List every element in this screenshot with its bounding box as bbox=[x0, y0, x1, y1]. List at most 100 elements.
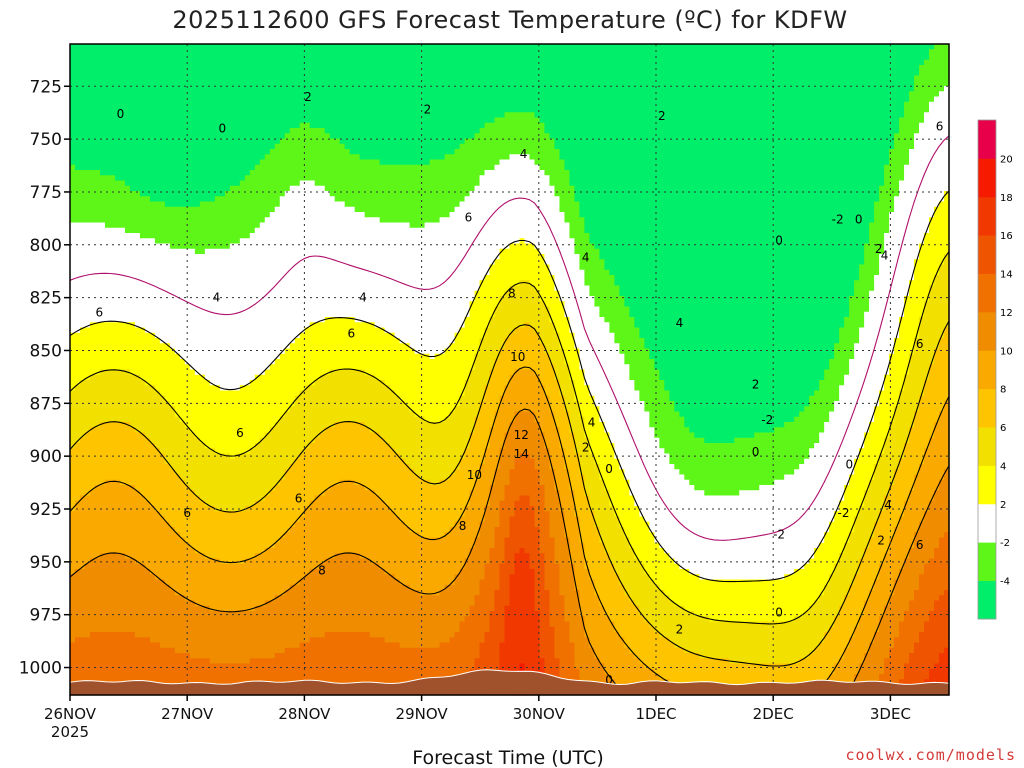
temperature-cell bbox=[654, 364, 830, 371]
temperature-cell bbox=[299, 642, 401, 649]
temperature-cell bbox=[669, 395, 810, 402]
temperature-cell bbox=[214, 506, 246, 512]
temperature-cell bbox=[589, 495, 610, 502]
temperature-cell bbox=[70, 395, 166, 402]
temperature-cell bbox=[919, 70, 950, 77]
temperature-cell bbox=[289, 464, 411, 470]
temperature-cell bbox=[909, 437, 930, 444]
temperature-cell bbox=[579, 595, 600, 602]
temperature-cell bbox=[389, 506, 466, 512]
colorbar-tick-label: 18 bbox=[1000, 193, 1013, 204]
temperature-cell bbox=[884, 374, 905, 381]
temperature-cell bbox=[684, 647, 815, 654]
temperature-cell bbox=[584, 621, 615, 628]
temperature-cell bbox=[879, 511, 905, 518]
temperature-cell bbox=[944, 474, 950, 481]
colorbar-swatch bbox=[978, 350, 996, 390]
temperature-cell bbox=[484, 516, 501, 523]
temperature-cell bbox=[904, 453, 925, 460]
temperature-cell bbox=[334, 553, 361, 560]
temperature-cell bbox=[494, 164, 541, 171]
temperature-cell bbox=[549, 521, 566, 528]
temperature-cell bbox=[514, 411, 536, 418]
temperature-cell bbox=[154, 443, 206, 449]
temperature-cell bbox=[629, 374, 660, 381]
temperature-cell bbox=[564, 301, 596, 308]
temperature-cell bbox=[544, 558, 556, 565]
y-tick-label: 975 bbox=[30, 606, 62, 626]
temperature-cell bbox=[614, 621, 650, 628]
temperature-cell bbox=[629, 364, 655, 371]
temperature-cell bbox=[354, 479, 431, 486]
temperature-cell bbox=[619, 521, 650, 528]
temperature-cell bbox=[634, 495, 845, 502]
y-tick-label: 825 bbox=[30, 289, 62, 309]
temperature-cell bbox=[579, 259, 605, 266]
temperature-cell bbox=[894, 343, 915, 350]
temperature-cell bbox=[669, 679, 825, 686]
temperature-cell bbox=[539, 469, 556, 476]
contour-label: 0 bbox=[219, 122, 227, 136]
temperature-cell bbox=[864, 432, 890, 439]
temperature-cell bbox=[479, 584, 501, 591]
temperature-cell bbox=[479, 401, 501, 407]
temperature-cell bbox=[679, 563, 805, 570]
temperature-cell bbox=[269, 212, 366, 218]
temperature-cell bbox=[579, 469, 600, 476]
temperature-cell bbox=[279, 196, 336, 203]
temperature-cell bbox=[944, 327, 950, 334]
temperature-cell bbox=[249, 380, 316, 386]
temperature-cell bbox=[549, 448, 566, 455]
temperature-cell bbox=[70, 584, 171, 591]
temperature-cell bbox=[884, 448, 905, 455]
temperature-cell bbox=[664, 448, 810, 455]
temperature-cell bbox=[604, 668, 655, 675]
temperature-cell bbox=[70, 563, 86, 570]
temperature-cell bbox=[70, 626, 461, 633]
temperature-cell bbox=[504, 626, 541, 633]
temperature-cell bbox=[834, 343, 855, 350]
temperature-cell bbox=[479, 647, 501, 654]
temperature-cell bbox=[849, 359, 890, 365]
temperature-cell bbox=[874, 416, 895, 423]
temperature-cell bbox=[574, 338, 615, 344]
temperature-cell bbox=[939, 264, 950, 271]
temperature-cell bbox=[819, 595, 845, 602]
temperature-cell bbox=[484, 563, 501, 570]
temperature-cell bbox=[564, 511, 576, 518]
temperature-cell bbox=[169, 521, 296, 528]
temperature-cell bbox=[249, 170, 486, 176]
temperature-cell bbox=[544, 385, 561, 392]
temperature-cell bbox=[509, 527, 541, 533]
temperature-cell bbox=[70, 164, 76, 171]
temperature-cell bbox=[559, 154, 890, 161]
temperature-cell bbox=[554, 322, 571, 329]
temperature-cell bbox=[869, 427, 890, 434]
temperature-cell bbox=[664, 380, 820, 386]
temperature-cell bbox=[879, 574, 900, 581]
temperature-cell bbox=[70, 516, 166, 523]
temperature-cell bbox=[909, 553, 935, 560]
temperature-cell bbox=[899, 626, 925, 633]
contour-label: 2 bbox=[424, 103, 432, 117]
temperature-cell bbox=[559, 674, 581, 680]
temperature-cell bbox=[504, 485, 546, 491]
temperature-cell bbox=[579, 406, 600, 413]
temperature-cell bbox=[70, 553, 101, 560]
temperature-cell bbox=[929, 506, 950, 512]
temperature-cell bbox=[489, 269, 551, 276]
temperature-cell bbox=[329, 191, 471, 197]
temperature-cell bbox=[479, 411, 496, 418]
temperature-cell bbox=[179, 416, 281, 423]
temperature-cell bbox=[269, 364, 476, 371]
temperature-cell bbox=[889, 432, 910, 439]
temperature-cell bbox=[249, 233, 571, 239]
temperature-cell bbox=[564, 306, 600, 313]
temperature-cell bbox=[844, 380, 885, 386]
temperature-cell bbox=[934, 432, 950, 439]
temperature-cell bbox=[829, 411, 875, 418]
credit-link[interactable]: coolwx.com/models bbox=[845, 746, 1016, 764]
temperature-cell bbox=[939, 411, 950, 418]
temperature-cell bbox=[859, 663, 885, 670]
temperature-cell bbox=[904, 175, 950, 182]
